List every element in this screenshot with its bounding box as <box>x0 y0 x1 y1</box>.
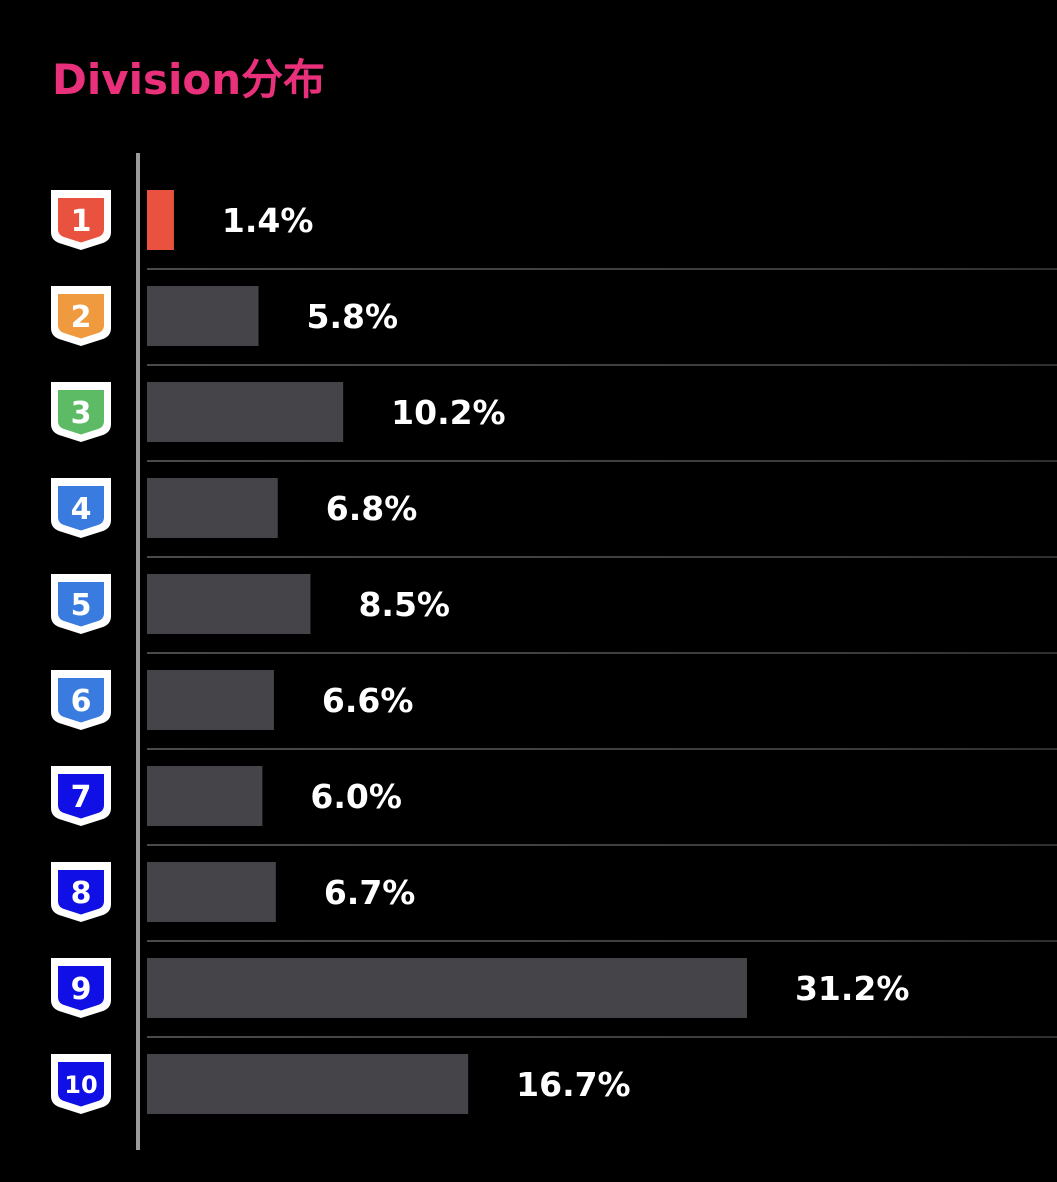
value-label: 10.2% <box>391 393 506 432</box>
shield-icon-fill <box>58 198 104 243</box>
row-separator <box>147 748 1057 750</box>
division-number: 9 <box>71 972 92 1007</box>
row-separator <box>147 940 1057 942</box>
division-badges-group: 1 2 3 4 5 6 7 8 9 10 <box>51 190 111 1114</box>
shield-icon-fill <box>58 582 104 627</box>
division-badge: 3 <box>51 382 111 442</box>
value-label: 6.8% <box>326 489 418 528</box>
bar <box>147 670 274 730</box>
bar <box>147 1054 469 1114</box>
shield-icon-fill <box>58 1062 104 1107</box>
row-separator <box>147 460 1057 462</box>
value-label: 6.0% <box>310 777 402 816</box>
division-number: 8 <box>71 876 92 911</box>
value-labels-group: 1.4% 5.8% 10.2% 6.8% 8.5% 6.6% 6.0% 6.7% 31.2% 16… <box>222 201 910 1104</box>
shield-icon-fill <box>58 390 104 435</box>
value-label: 5.8% <box>307 297 399 336</box>
row-separator <box>147 1036 1057 1038</box>
division-number: 7 <box>71 780 92 815</box>
row-separator <box>147 652 1057 654</box>
bar <box>147 382 344 442</box>
division-number: 5 <box>71 588 92 623</box>
row-separator <box>147 844 1057 846</box>
row-separator <box>147 364 1057 366</box>
row-separator <box>147 268 1057 270</box>
bar <box>147 286 259 346</box>
division-badge: 4 <box>51 478 111 538</box>
bar <box>147 862 276 922</box>
bar <box>147 190 174 250</box>
shield-icon-fill <box>58 966 104 1011</box>
division-badge: 9 <box>51 958 111 1018</box>
value-label: 6.7% <box>324 873 416 912</box>
value-label: 16.7% <box>516 1065 631 1104</box>
division-number: 3 <box>71 396 92 431</box>
shield-icon-fill <box>58 870 104 915</box>
division-number: 10 <box>64 1071 97 1099</box>
division-badge: 8 <box>51 862 111 922</box>
bar <box>147 478 278 538</box>
bar <box>147 766 263 826</box>
division-badge: 6 <box>51 670 111 730</box>
value-label: 31.2% <box>795 969 910 1008</box>
bars-group <box>147 190 747 1114</box>
division-number: 6 <box>71 684 92 719</box>
shield-icon-fill <box>58 774 104 819</box>
division-badge: 10 <box>51 1054 111 1114</box>
value-label: 8.5% <box>358 585 450 624</box>
row-separators <box>147 268 1057 1038</box>
division-badge: 5 <box>51 574 111 634</box>
shield-icon-fill <box>58 486 104 531</box>
bar <box>147 574 311 634</box>
row-separator <box>147 556 1057 558</box>
bar <box>147 958 747 1018</box>
division-number: 2 <box>71 300 92 335</box>
chart-title: Division分布 <box>52 55 326 104</box>
value-label: 6.6% <box>322 681 414 720</box>
shield-icon-fill <box>58 678 104 723</box>
value-label: 1.4% <box>222 201 314 240</box>
division-number: 1 <box>71 204 92 239</box>
division-number: 4 <box>71 492 92 527</box>
division-badge: 7 <box>51 766 111 826</box>
shield-icon-fill <box>58 294 104 339</box>
division-badge: 1 <box>51 190 111 250</box>
division-badge: 2 <box>51 286 111 346</box>
